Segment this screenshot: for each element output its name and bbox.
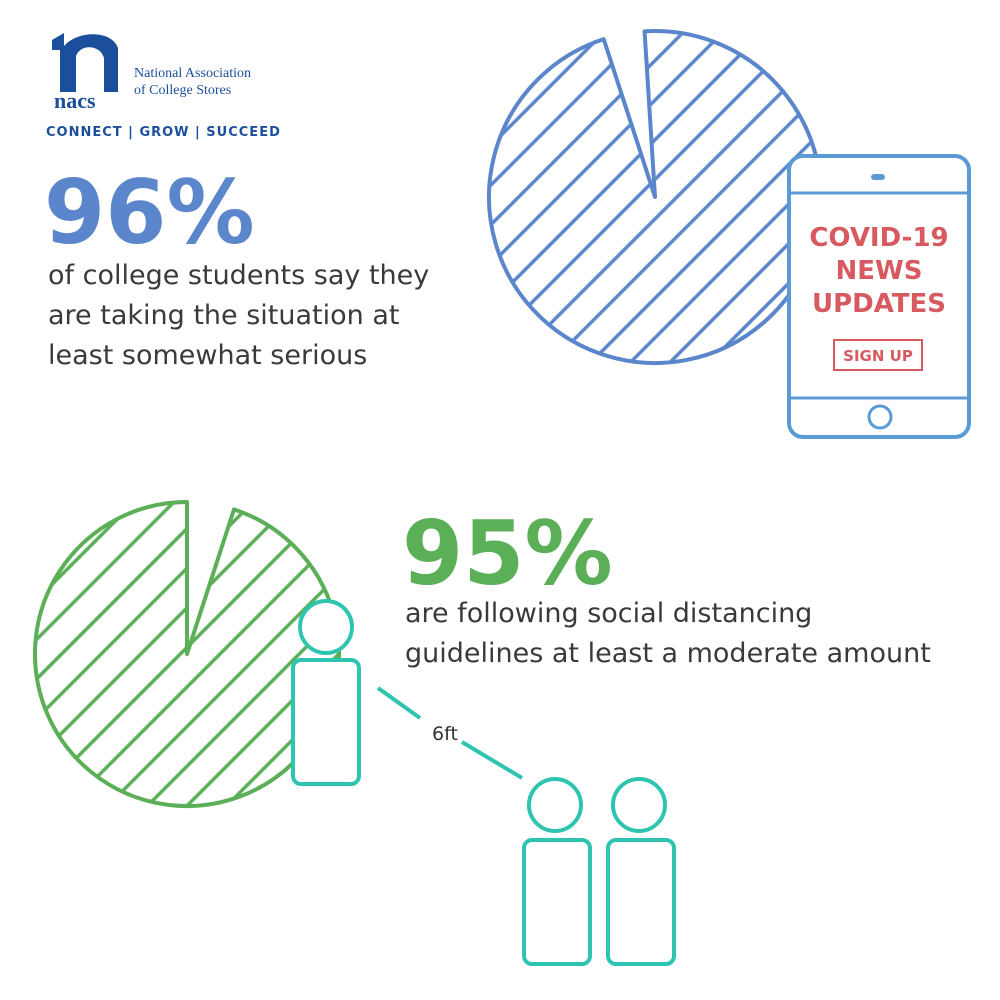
logo-name: National Association: [134, 66, 251, 81]
phone-headline: COVID-19: [809, 223, 948, 253]
logo-column: [80, 58, 100, 62]
logo: nacs National Association of College Sto…: [46, 33, 281, 140]
phone-home-button: [867, 404, 893, 430]
stat-text: guidelines at least a moderate amount: [405, 638, 931, 669]
stat-text: are taking the situation at: [48, 300, 400, 331]
stat-text: of college students say they: [48, 260, 429, 291]
distance-label: 6ft: [432, 723, 458, 745]
sign-up-button[interactable]: [833, 339, 923, 371]
person-head: [298, 599, 354, 655]
stat-figure: 95%: [402, 502, 613, 605]
tagline: CONNECT | GROW | SUCCEED: [46, 125, 281, 140]
pies: [33, 29, 823, 808]
stat-text: are following social distancing: [405, 598, 812, 629]
pie-slice: [487, 29, 823, 365]
distance-line: [376, 686, 422, 720]
person-body: [606, 838, 676, 966]
person-head: [527, 777, 583, 833]
logo-text: nacs: [54, 88, 96, 113]
phone-speaker: [871, 174, 885, 180]
person-body: [291, 658, 361, 786]
logo-mark: [52, 33, 118, 92]
person-head: [611, 777, 667, 833]
people: 6ft: [291, 599, 676, 966]
phone-headline: NEWS: [836, 256, 923, 286]
phone-headline: UPDATES: [812, 289, 946, 319]
phone: COVID-19 NEWS UPDATES SIGN UP: [787, 154, 971, 439]
logo-column: [84, 62, 87, 90]
stat-figure: 96%: [44, 161, 255, 264]
logo-name: of College Stores: [134, 83, 231, 98]
stat-text: least somewhat serious: [48, 340, 367, 371]
sign-up-label[interactable]: SIGN UP: [843, 347, 913, 365]
person-body: [522, 838, 592, 966]
distance-line: [460, 740, 524, 780]
logo-column: [91, 62, 94, 90]
